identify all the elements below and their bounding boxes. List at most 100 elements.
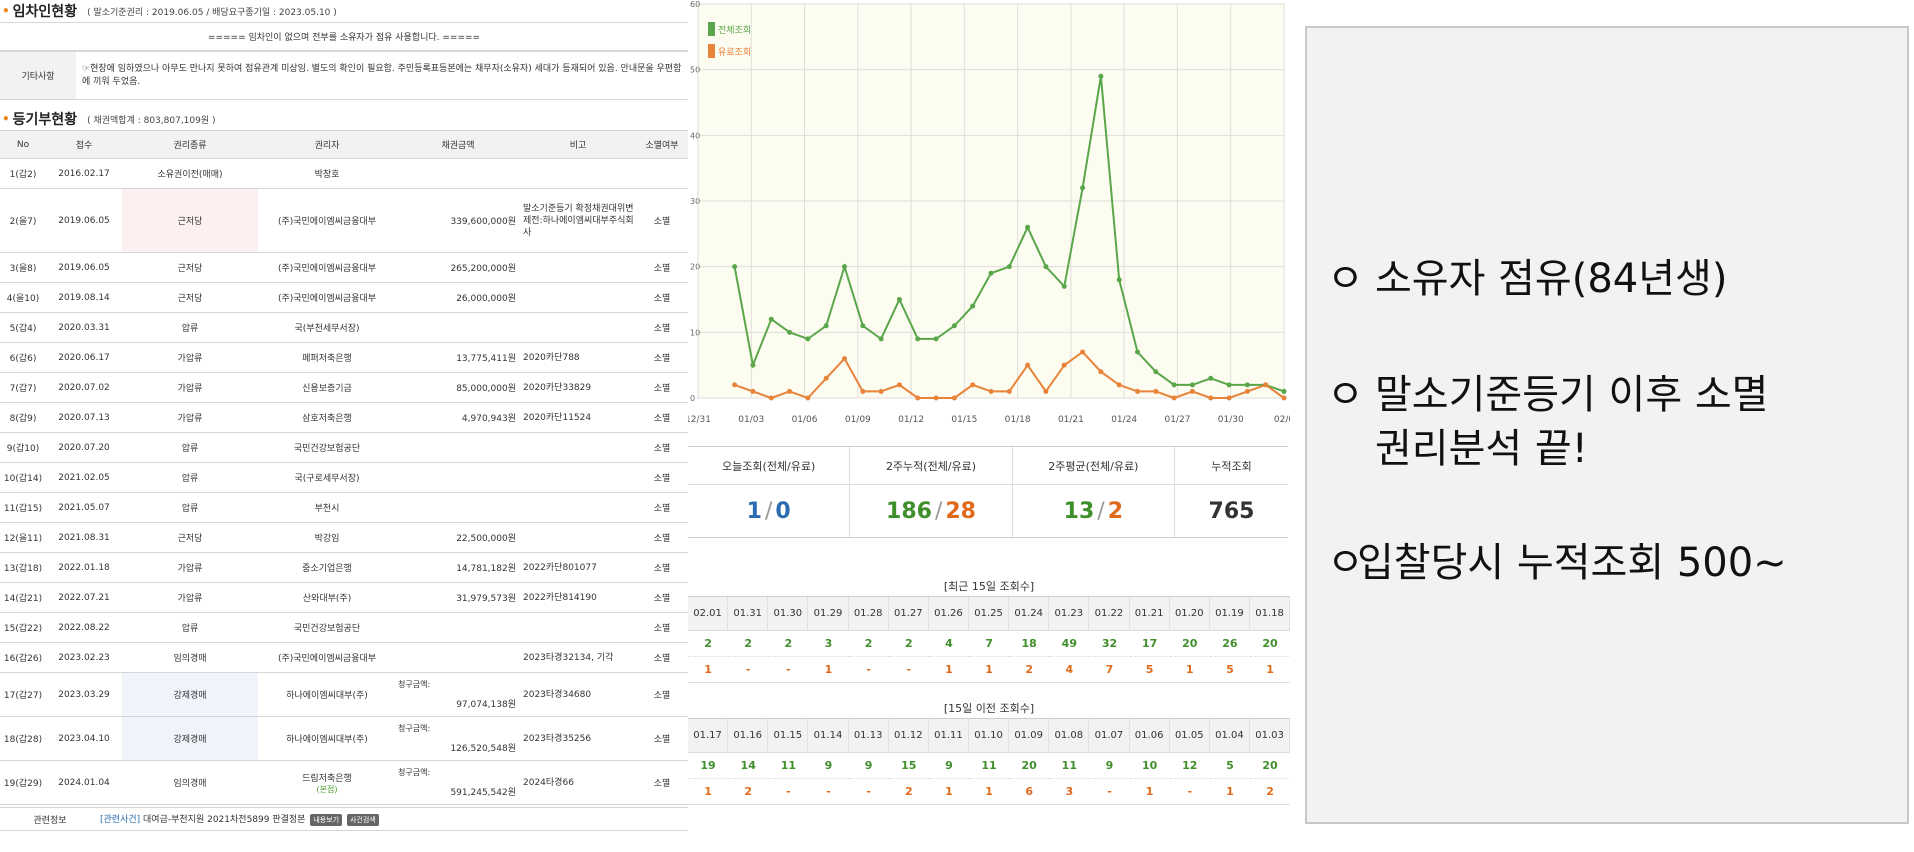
- cell-holder: 하나에이엠씨대부(주): [258, 672, 396, 717]
- registry-section-subtitle: ( 채권액합계 : 803,807,109원 ): [87, 115, 216, 126]
- note-bullet: ㅇ: [1327, 256, 1364, 302]
- views-total: 9: [848, 753, 889, 779]
- stat-cum2w-value: 186/28: [886, 498, 976, 524]
- cell-note: 2020카단33829: [520, 372, 636, 403]
- related-info-label: 관련정보: [33, 815, 67, 826]
- data-point: [1043, 264, 1049, 270]
- x-tick-label: 01/18: [1005, 415, 1031, 425]
- x-tick-label: 01/03: [738, 415, 764, 425]
- cell-note: [520, 492, 636, 523]
- cell-no: 16(갑26): [0, 642, 46, 673]
- views-paid: -: [848, 779, 889, 805]
- data-point: [787, 388, 793, 394]
- cell-note: 2022카단814190: [520, 582, 636, 613]
- x-tick-label: 01/06: [792, 415, 818, 425]
- views-paid: 1: [928, 657, 969, 683]
- y-tick-label: 40: [690, 131, 700, 140]
- cell-holder: (주)국민에이엠씨금융대부: [258, 252, 396, 283]
- note-text-rights: 말소기준등기 이후 소멸 권리분석 끝!: [1375, 368, 1768, 476]
- holder-name: 하나에이엠씨대부(주): [286, 735, 368, 745]
- views-total: 20: [1249, 631, 1291, 657]
- data-point: [1208, 395, 1214, 401]
- holder-name: 국(구로세무서장): [294, 474, 360, 484]
- cell-holder: (주)국민에이엠씨금융대부: [258, 188, 396, 253]
- col-header-type: 권리종류: [122, 130, 258, 159]
- views-paid: -: [768, 779, 809, 805]
- table-row: 14(갑21) 2022.07.21 가압류 산와대부(주) 31,979,573원 20…: [0, 582, 688, 613]
- data-point: [1043, 388, 1049, 394]
- views-total: 2: [688, 631, 729, 657]
- data-point: [805, 336, 811, 342]
- view-summary: 오늘조회(전체/유료) 1/0 2주누적(전체/유료) 186/28 2주평균(…: [688, 446, 1288, 538]
- col-header-date: 접수: [46, 130, 122, 159]
- holder-name: 하나에이엠씨대부(주): [286, 691, 368, 701]
- cell-extinction: 소멸: [636, 188, 688, 253]
- views-total: 7: [968, 631, 1010, 657]
- views-paid: -: [808, 779, 849, 805]
- holder-name: 신용보증기금: [302, 384, 352, 394]
- cell-note: [520, 252, 636, 283]
- cell-note: [520, 522, 636, 553]
- cell-amount: 청구금액: 126,520,548원: [396, 716, 520, 761]
- cell-type: 가압류: [122, 582, 258, 613]
- views-paid: 1: [968, 779, 1010, 805]
- stat-2week-average: 2주평균(전체/유료) 13/2: [1012, 447, 1176, 537]
- data-point: [878, 336, 884, 342]
- data-point: [1098, 73, 1104, 79]
- cell-date: 2022.08.22: [46, 612, 122, 643]
- view-content-button[interactable]: 내용보기: [310, 814, 343, 826]
- claim-label: 청구금액:: [398, 724, 431, 733]
- case-search-button[interactable]: 사건검색: [346, 814, 379, 826]
- views-date: 01.09: [1009, 719, 1050, 753]
- prior-15-caption: [15일 이전 조회수]: [943, 702, 1035, 715]
- data-point: [1098, 369, 1104, 375]
- views-total: 15: [888, 753, 929, 779]
- bullet-icon: •: [2, 4, 10, 18]
- cell-no: 6(갑6): [0, 342, 46, 373]
- cell-date: 2024.01.04: [46, 760, 122, 805]
- table-row: 11(갑15) 2021.05.07 압류 부천시 소멸: [0, 492, 688, 523]
- y-tick-label: 30: [690, 197, 700, 206]
- views-column: 01.29 3 1: [808, 597, 849, 683]
- cell-extinction: 소멸: [636, 552, 688, 583]
- views-total: 2: [728, 631, 769, 657]
- data-point: [823, 375, 829, 381]
- views-paid: 1: [1169, 657, 1210, 683]
- cell-note: [520, 432, 636, 463]
- table-row: 15(갑22) 2022.08.22 압류 국민건강보험공단 소멸: [0, 612, 688, 643]
- holder-name: 국민건강보험공단: [293, 624, 361, 634]
- tenant-table: ===== 임차인이 없으며 전부를 소유자가 점유 사용합니다. =====: [0, 22, 688, 51]
- table-row: 16(갑26) 2023.02.23 임의경매 (주)국민에이엠씨금융대부 2023타경…: [0, 642, 688, 673]
- etc-label: 기타사항: [0, 51, 76, 100]
- holder-name: 박창호: [314, 170, 340, 180]
- stat-today: 오늘조회(전체/유료) 1/0: [688, 447, 851, 537]
- cell-type: 임의경매: [122, 642, 258, 673]
- stat-cum2w-paid: 28: [945, 498, 976, 524]
- cell-note: 2024타경66: [520, 760, 636, 805]
- data-point: [988, 388, 994, 394]
- stat-cum-value: 765: [1175, 485, 1288, 537]
- views-paid: -: [1169, 779, 1210, 805]
- cell-holder: 국(구로세무서장): [258, 462, 396, 493]
- views-date: 01.15: [768, 719, 809, 753]
- views-date: 01.28: [848, 597, 889, 631]
- views-paid: 7: [1089, 657, 1130, 683]
- views-date: 01.21: [1129, 597, 1170, 631]
- col-header-no: No: [0, 130, 46, 159]
- table-row: 8(갑9) 2020.07.13 가압류 삼호저축은행 4,970,943원 2020카단…: [0, 402, 688, 433]
- analysis-notes-box: ㅇ 소유자 점유(84년생) ㅇ 말소기준등기 이후 소멸 권리분석 끝! ㅇ …: [1305, 26, 1909, 824]
- views-total: 18: [1009, 631, 1050, 657]
- views-total: 3: [808, 631, 849, 657]
- views-total: 5: [1209, 753, 1250, 779]
- data-point: [1244, 388, 1250, 394]
- views-column: 01.30 2-: [768, 597, 809, 683]
- cell-date: 2016.02.17: [46, 158, 122, 189]
- views-column: 01.07 9-: [1089, 719, 1130, 805]
- cell-holder: 페퍼저축은행: [258, 342, 396, 373]
- table-row: 17(갑27) 2023.03.29 강제경매 하나에이엠씨대부(주) 청구금액: 97,…: [0, 672, 688, 717]
- views-paid: 2: [1249, 779, 1291, 805]
- views-date: 01.20: [1169, 597, 1210, 631]
- views-date: 01.18: [1249, 597, 1291, 631]
- cell-note: 2023타경34680: [520, 672, 636, 717]
- views-column: 01.21 17 5: [1129, 597, 1170, 683]
